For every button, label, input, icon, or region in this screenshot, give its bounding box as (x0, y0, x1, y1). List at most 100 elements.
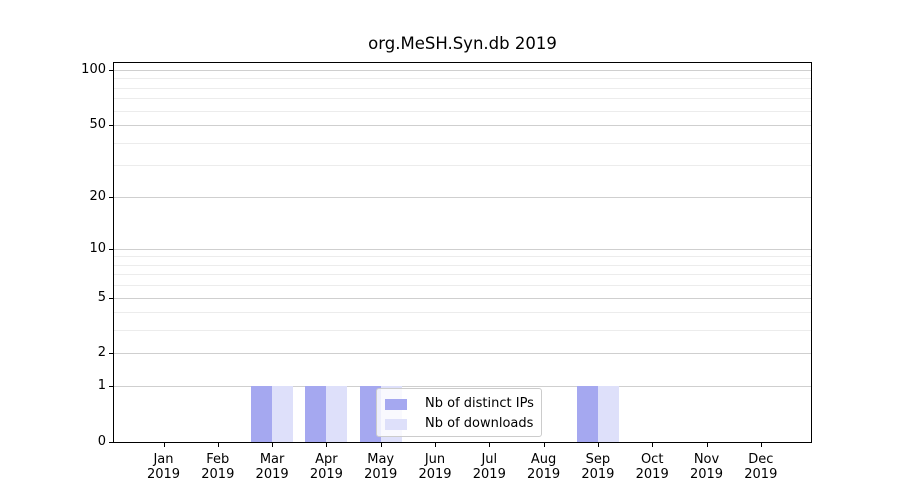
x-axis-tick-label: Dec 2019 (744, 452, 777, 482)
y-axis-tick-label: 50 (89, 117, 106, 133)
y-axis-tick-label: 2 (97, 345, 106, 361)
x-tick-mark (163, 443, 165, 447)
x-tick-line: 2019 (309, 467, 343, 482)
x-tick-line: 2019 (635, 467, 669, 482)
x-tick-line: 2019 (255, 467, 289, 482)
x-tick-mark (597, 443, 599, 447)
x-axis-tick-label: May 2019 (364, 452, 397, 482)
x-tick-mark (435, 443, 436, 447)
x-tick-line: 2019 (364, 467, 398, 482)
x-tick-line: 2019 (689, 467, 724, 482)
major-gridline (114, 386, 811, 388)
major-gridline (114, 353, 811, 355)
legend-swatch-nb-of-downloads (385, 418, 407, 430)
plot-area: 0 1 2 5 10 20 50 100 Jan 2019 Feb 2019 Mar 2019 Apr 20… (81, 62, 812, 482)
chart-title: org.MeSH.Syn.db 2019 (368, 34, 557, 53)
bar-nb-of-distinct-ips-may-2019 (359, 386, 381, 442)
bar-nb-of-downloads-mar-2019 (272, 386, 294, 442)
legend-label: Nb of downloads (425, 416, 534, 431)
minor-gridline (114, 87, 811, 89)
y-tick-mark (109, 442, 113, 443)
minor-gridline (114, 110, 811, 112)
x-tick-mark (706, 443, 708, 447)
y-axis-tick-label: 5 (97, 289, 106, 305)
bar-nb-of-distinct-ips-sep-2019 (576, 386, 598, 442)
x-axis-tick-label: Mar 2019 (256, 452, 289, 482)
major-gridline (114, 70, 811, 71)
x-axis-tick-label: Jun 2019 (418, 452, 451, 482)
y-axis-tick-label: 1 (97, 378, 106, 394)
y-tick-mark (109, 386, 113, 388)
bar-nb-of-downloads-sep-2019 (597, 386, 619, 442)
minor-gridline (114, 256, 811, 258)
x-tick-mark (543, 443, 545, 447)
x-axis-tick-label: Nov 2019 (690, 452, 723, 482)
x-tick-mark (326, 443, 328, 447)
bar-nb-of-downloads-apr-2019 (326, 386, 348, 442)
x-axis-tick-label: Sep 2019 (581, 452, 614, 482)
x-tick-mark (380, 443, 382, 447)
legend-item-nb-of-distinct-ips: Nb of distinct IPs (385, 395, 541, 413)
x-tick-mark (760, 443, 762, 447)
x-axis-tick-label: Jan 2019 (147, 452, 180, 482)
x-tick-line: Feb (206, 452, 230, 467)
x-tick-line: 2019 (527, 467, 561, 482)
x-tick-line: Sep (585, 452, 611, 467)
bar-nb-of-distinct-ips-apr-2019 (305, 386, 327, 442)
y-tick-mark (109, 70, 113, 71)
x-tick-line: Jan (153, 452, 174, 467)
legend-item-nb-of-downloads: Nb of downloads (385, 415, 541, 433)
x-tick-line: Apr (315, 452, 338, 467)
x-tick-line: 2019 (201, 467, 235, 482)
major-gridline (114, 248, 811, 250)
x-axis-tick-label: Apr 2019 (310, 452, 343, 482)
x-tick-line: Aug (530, 452, 557, 467)
x-axis-tick-label: Oct 2019 (636, 452, 669, 482)
y-tick-mark (109, 248, 113, 250)
x-tick-line: Nov (693, 452, 720, 467)
y-axis-tick-label: 20 (89, 188, 106, 204)
x-axis-tick-label: Feb 2019 (201, 452, 234, 482)
y-tick-mark (109, 196, 113, 198)
minor-gridline (114, 285, 811, 287)
gridlines-layer (114, 63, 811, 442)
legend-swatch-nb-of-distinct-ips (385, 398, 407, 410)
x-tick-line: 2019 (472, 467, 506, 482)
x-tick-line: Dec (748, 452, 774, 467)
x-tick-line: May (367, 452, 395, 467)
y-axis-tick-label: 10 (89, 240, 106, 256)
minor-gridline (114, 274, 811, 276)
major-gridline (114, 125, 811, 127)
x-axis-tick-label: Aug 2019 (527, 452, 560, 482)
minor-gridline (114, 330, 811, 332)
minor-gridline (114, 264, 811, 266)
y-tick-mark (109, 125, 113, 127)
legend: Nb of distinct IPs Nb of downloads (376, 388, 542, 437)
major-gridline (114, 297, 811, 299)
x-tick-line: Jun (424, 452, 446, 467)
minor-gridline (114, 98, 811, 100)
y-axis: 0 1 2 5 10 20 50 100 (81, 62, 811, 449)
y-axis-tick-label: 0 (97, 434, 106, 449)
y-tick-mark (109, 353, 113, 355)
x-tick-line: 2019 (744, 467, 778, 482)
x-tick-mark (652, 443, 654, 447)
bar-nb-of-distinct-ips-mar-2019 (251, 386, 273, 442)
x-tick-line: Oct (640, 452, 664, 467)
x-axis: Jan 2019 Feb 2019 Mar 2019 Apr 2019 May 2019 Jun 20… (114, 63, 811, 482)
x-tick-mark (272, 443, 274, 447)
x-axis-tick-label: Jul 2019 (473, 452, 506, 482)
minor-gridline (114, 165, 811, 167)
x-tick-line: 2019 (581, 467, 615, 482)
minor-gridline (114, 78, 811, 80)
x-tick-line: Mar (259, 452, 285, 467)
y-axis-tick-label: 100 (81, 62, 106, 77)
legend-label: Nb of distinct IPs (425, 396, 534, 411)
x-tick-mark (217, 443, 219, 447)
x-tick-mark (489, 443, 491, 447)
x-tick-line: 2019 (418, 467, 452, 482)
x-tick-line: 2019 (146, 467, 181, 482)
x-tick-line: Jul (481, 452, 498, 467)
minor-gridline (114, 312, 811, 314)
